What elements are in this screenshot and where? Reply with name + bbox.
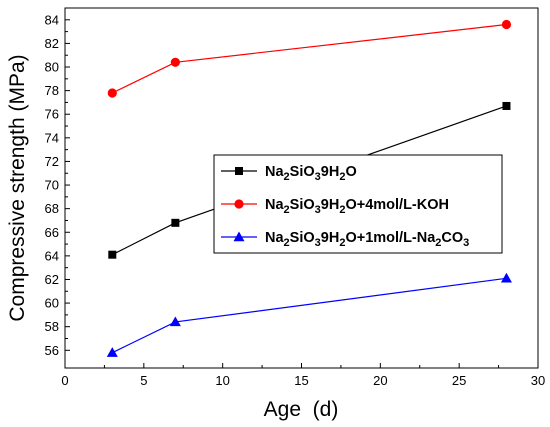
series-3 [106,272,512,357]
y-tick-label: 82 [45,36,59,51]
y-tick-label: 64 [45,248,59,263]
y-tick-label: 78 [45,83,59,98]
x-tick-label: 30 [531,373,545,388]
data-point [170,57,180,67]
y-tick-label: 72 [45,154,59,169]
y-tick-label: 56 [45,343,59,358]
x-tick-label: 10 [215,373,229,388]
legend-label: Na2SiO39H2O+4mol/L-KOH [265,197,449,216]
legend-marker [235,167,243,175]
data-point [171,218,180,227]
data-point [106,347,118,357]
y-tick-label: 80 [45,60,59,75]
y-tick-label: 70 [45,178,59,193]
y-axis: 56 58 60 62 64 66 68 70 72 74 76 78 80 82 84 [45,12,70,358]
legend-marker [233,231,245,242]
y-tick-label: 68 [45,201,59,216]
series-line [112,277,507,354]
series-2 [107,19,512,98]
y-tick-label: 60 [45,296,59,311]
series-line [112,23,507,94]
y-tick-label: 58 [45,319,59,334]
legend-entry-3: Na2SiO39H2O+1mol/L-Na2CO3 [221,230,469,249]
legend-box [213,154,503,254]
series-1 [108,101,511,259]
legend-entry-2: Na2SiO39H2O+4mol/L-KOH [221,197,449,216]
legend-label: Na2SiO39H2O [265,164,357,183]
series-layer [106,19,512,357]
data-point [500,272,512,283]
x-tick-label: 0 [61,373,68,388]
data-point [107,88,117,98]
x-tick-label: 5 [140,373,147,388]
legend-entry-1: Na2SiO39H2O [221,164,357,183]
y-tick-label: 62 [45,272,59,287]
x-axis: 0 5 10 15 20 25 30 [61,363,545,388]
y-tick-label: 84 [45,12,59,27]
x-tick-label: 15 [294,373,308,388]
data-point [169,316,181,327]
x-axis-title: Age (d) [264,398,339,421]
x-tick-label: 25 [452,373,466,388]
y-axis-title: Compressive strength (MPa) [6,54,29,321]
data-point [501,19,512,30]
legend-label: Na2SiO39H2O+1mol/L-Na2CO3 [265,230,469,249]
x-tick-label: 20 [373,373,387,388]
y-tick-label: 66 [45,225,59,240]
legend-marker [234,199,244,209]
legend: Na2SiO39H2O Na2SiO39H2O+4mol/L-KOH Na2SiO3… [213,154,503,254]
data-point [502,101,511,110]
y-tick-label: 74 [45,130,59,145]
y-tick-label: 76 [45,107,59,122]
data-point [108,250,117,259]
